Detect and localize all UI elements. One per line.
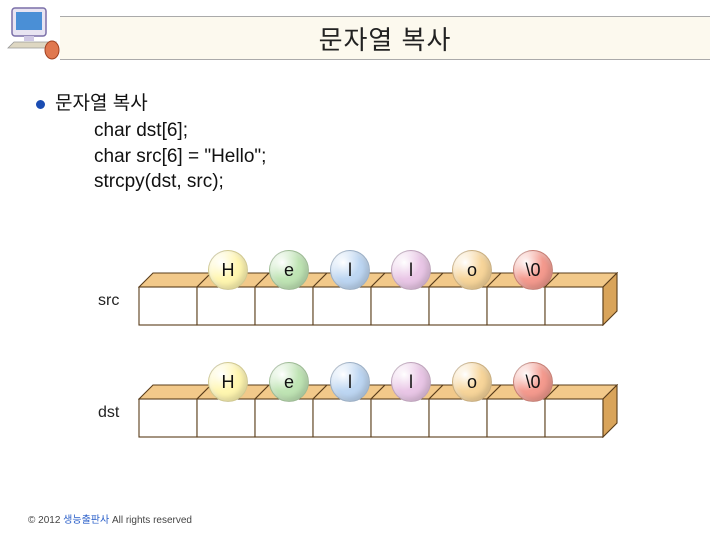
dst-circles: Hello\0 (208, 362, 553, 402)
src-label: src (98, 292, 119, 310)
char-circle: e (269, 250, 309, 290)
title-bar: 문자열 복사 (60, 16, 710, 60)
char-circle: l (330, 250, 370, 290)
bullet-row: 문자열 복사 (36, 88, 266, 115)
bullet-icon (36, 100, 45, 109)
char-circle: o (452, 362, 492, 402)
char-circle: o (452, 250, 492, 290)
char-circle: H (208, 250, 248, 290)
code-line: char src[6] = "Hello"; (94, 144, 266, 170)
char-circle: l (391, 362, 431, 402)
footer-copyright: © 2012 (28, 515, 63, 526)
code-block: char dst[6]; char src[6] = "Hello"; strc… (94, 118, 266, 195)
computer-icon (6, 4, 66, 64)
dst-label: dst (98, 404, 119, 422)
arrays-diagram: Hello\0 src Hello\0 dst (100, 250, 640, 474)
content-section: 문자열 복사 char dst[6]; char src[6] = "Hello… (36, 88, 266, 195)
char-circle: l (330, 362, 370, 402)
char-circle: \0 (513, 250, 553, 290)
char-circle: \0 (513, 362, 553, 402)
dst-array: Hello\0 dst (100, 362, 640, 448)
footer-rights: All rights reserved (109, 515, 192, 526)
footer-publisher: 생능출판사 (63, 515, 109, 526)
char-circle: e (269, 362, 309, 402)
code-line: strcpy(dst, src); (94, 169, 266, 195)
footer: © 2012 생능출판사 All rights reserved (28, 511, 192, 526)
src-array: Hello\0 src (100, 250, 640, 336)
code-line: char dst[6]; (94, 118, 266, 144)
bullet-heading: 문자열 복사 (55, 88, 148, 115)
src-circles: Hello\0 (208, 250, 553, 290)
page-title: 문자열 복사 (319, 20, 452, 57)
char-circle: l (391, 250, 431, 290)
char-circle: H (208, 362, 248, 402)
